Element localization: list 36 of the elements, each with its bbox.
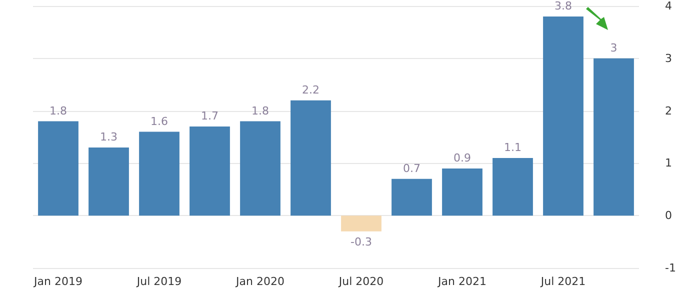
data-label: 2.2 (302, 83, 320, 96)
bar (240, 121, 280, 216)
y-tick-label: 0 (665, 209, 672, 222)
bar (139, 132, 180, 216)
bar (38, 121, 78, 216)
y-tick-label: -1 (665, 262, 676, 274)
bar (392, 178, 432, 216)
bar (543, 16, 584, 216)
data-label: 0.9 (454, 151, 471, 164)
x-tick-label: Jan 2021 (437, 275, 486, 288)
bar (341, 216, 382, 232)
data-label: 0.7 (403, 162, 420, 175)
y-tick-label: 2 (665, 104, 672, 118)
x-tick-label: Jan 2020 (235, 275, 284, 288)
x-tick-label: Jan 2019 (33, 275, 82, 288)
bar (290, 100, 331, 216)
bar (190, 126, 230, 216)
x-tick-label: Jul 2021 (540, 275, 586, 288)
y-tick-label: 1 (665, 156, 672, 170)
data-label: 3 (610, 41, 618, 54)
data-label: 1.1 (504, 140, 522, 154)
data-label: 1.7 (201, 110, 218, 123)
data-label: 1.8 (50, 104, 67, 118)
bar (492, 158, 533, 216)
bar (594, 58, 634, 216)
bar (442, 168, 482, 216)
data-label: 1.6 (150, 114, 168, 128)
y-tick-label: 3 (665, 52, 672, 65)
x-tick-label: Jul 2020 (338, 275, 384, 288)
data-label: 1.8 (252, 104, 269, 118)
y-tick-label: 4 (665, 0, 672, 12)
x-tick-label: Jul 2019 (136, 275, 182, 288)
bar (88, 147, 129, 216)
data-label: 1.3 (100, 130, 118, 144)
data-label: 3.8 (554, 0, 572, 12)
data-label: -0.3 (350, 235, 372, 248)
